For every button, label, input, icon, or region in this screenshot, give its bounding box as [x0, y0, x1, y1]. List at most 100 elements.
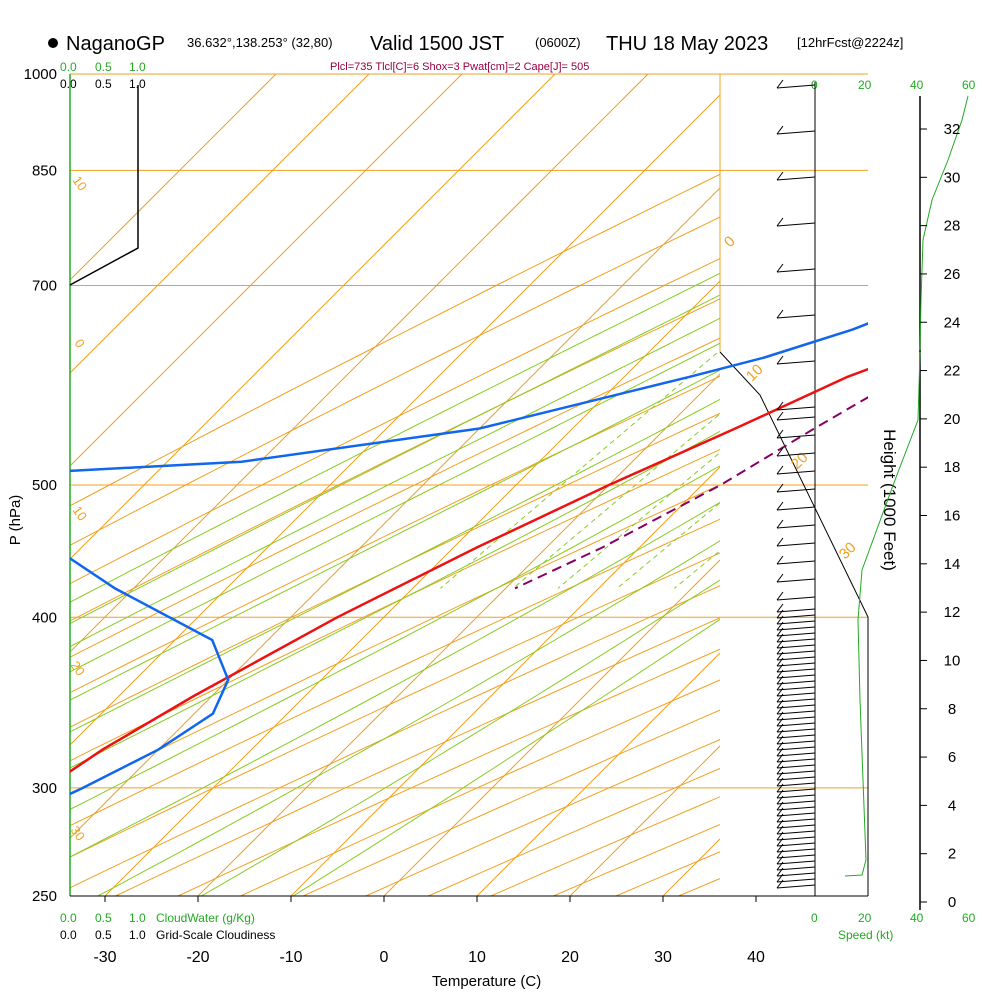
height-tick-label: 32 — [944, 121, 961, 138]
wind-barb — [776, 717, 816, 727]
wind-barb — [776, 729, 816, 739]
dry-adiabat-line — [70, 518, 720, 827]
wind-barb-shaft — [776, 764, 816, 769]
isotherm-line — [476, 652, 720, 896]
wind-barb-flag — [776, 217, 784, 227]
wind-barb-flag — [776, 537, 784, 547]
wind-barb — [776, 483, 816, 493]
height-tick-label: 16 — [944, 508, 961, 525]
wind-barb — [776, 825, 816, 835]
moist-adiabat-line — [97, 540, 720, 896]
wind-barb-flag — [776, 711, 784, 721]
wind-barb-flag — [776, 675, 784, 685]
forecast-run: [12hrFcst@2224z] — [797, 35, 903, 50]
cloudiness-profile — [69, 85, 139, 286]
wind-barb-flag — [776, 831, 784, 841]
wind-barb — [776, 79, 816, 89]
wind-barb-flag — [776, 483, 784, 493]
dry-adiabat-line — [70, 298, 720, 622]
wind-barb-shaft — [776, 406, 816, 411]
dry-adiabat-label: 0 — [72, 336, 88, 351]
wind-barb-flag — [776, 849, 784, 859]
moist-adiabat-line — [70, 501, 720, 858]
isotherm-line — [849, 74, 1000, 896]
height-tick-label: 8 — [948, 701, 956, 718]
cloudwater-label: CloudWater (g/Kg) — [156, 911, 255, 925]
wind-barb-shaft — [776, 176, 816, 181]
height-tick-label: 2 — [948, 846, 956, 863]
wind-barb-shaft — [776, 524, 816, 529]
wind-barb-shaft — [776, 680, 816, 685]
speed-label: Speed (kt) — [838, 928, 893, 942]
wind-barb — [776, 801, 816, 811]
height-tick-label: 10 — [944, 652, 961, 669]
station-marker — [48, 38, 58, 48]
height-axis-label: Height (1000 Feet) — [880, 429, 899, 571]
moist-adiabat-line — [70, 398, 720, 733]
wind-barb-shaft — [776, 692, 816, 697]
wind-barb — [776, 125, 816, 135]
temperature-tick-label: -10 — [279, 949, 302, 966]
wind-barb — [776, 687, 816, 697]
wind-barb-flag — [776, 603, 784, 613]
wind-barb-flag — [776, 789, 784, 799]
wind-barb — [776, 171, 816, 181]
mixing-ratio-line — [440, 349, 720, 589]
wind-barb-flag — [776, 717, 784, 727]
wind-barb — [776, 657, 816, 667]
wind-barb-flag — [776, 687, 784, 697]
wind-barb — [776, 573, 816, 583]
isotherm-line — [383, 559, 720, 896]
wind-barb — [776, 429, 816, 439]
isotherm-line — [70, 74, 463, 467]
wind-barb-shaft — [776, 596, 816, 601]
wind-barb-shaft — [776, 674, 816, 679]
x-axis-label: Temperature (C) — [432, 973, 541, 990]
dew-point-line — [70, 322, 868, 796]
wind-barb-flag — [776, 633, 784, 643]
wind-barb — [776, 843, 816, 853]
wind-barb-shaft — [776, 578, 816, 583]
wind-barb-flag — [776, 355, 784, 365]
cloudiness-top-0: 0.0 — [60, 77, 77, 91]
wind-barb-shaft — [776, 620, 816, 625]
wind-barb — [776, 837, 816, 847]
wind-barb — [776, 609, 816, 619]
cloudwater-top-1: 0.5 — [95, 60, 112, 74]
pressure-tick-label: 250 — [32, 888, 57, 905]
wind-barb-shaft — [776, 662, 816, 667]
wind-barb-shaft — [776, 770, 816, 775]
wind-barb-shaft — [776, 884, 816, 889]
dry-adiabat-line — [70, 484, 720, 795]
wind-barb-flag — [776, 699, 784, 709]
wind-barb — [776, 699, 816, 709]
wind-barb-flag — [776, 555, 784, 565]
wind-barb-flag — [776, 79, 784, 89]
wind-barb-shaft — [776, 830, 816, 835]
wind-barb-shaft — [776, 734, 816, 739]
wind-barb-shaft — [776, 614, 816, 619]
wind-barb-shaft — [776, 626, 816, 631]
wind-barb-flag — [776, 765, 784, 775]
wind-barb-flag — [776, 401, 784, 411]
wind-barb-shaft — [776, 842, 816, 847]
dry-adiabat-label: 10 — [70, 503, 91, 523]
height-tick-label: 22 — [944, 363, 961, 380]
wind-barb-flag — [776, 819, 784, 829]
wind-barb — [776, 765, 816, 775]
cloudiness-top-2: 1.0 — [129, 77, 146, 91]
pressure-tick-label: 500 — [32, 477, 57, 494]
isotherm-line — [70, 74, 277, 281]
wind-barb-flag — [776, 747, 784, 757]
moist-adiabat-line — [70, 317, 720, 648]
wind-barb-shaft — [776, 794, 816, 799]
wind-barb-flag — [776, 519, 784, 529]
moist-adiabat-line — [70, 465, 720, 810]
height-tick-label: 0 — [948, 894, 956, 911]
dry-adiabat-line — [70, 216, 720, 546]
moist-adiabat-line — [292, 618, 720, 896]
wind-barb-shaft — [776, 716, 816, 721]
stability-params: Plcl=735 Tlcl[C]=6 Shox=3 Pwat[cm]=2 Cap… — [330, 61, 589, 73]
zulu-time: (0600Z) — [535, 35, 581, 50]
temperature-tick-label: 20 — [561, 949, 579, 966]
